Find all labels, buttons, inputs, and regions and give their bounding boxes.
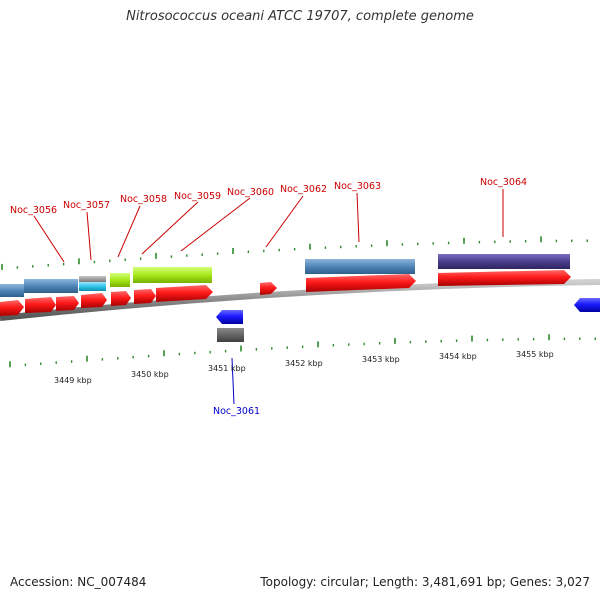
cds-minus-track	[216, 298, 600, 342]
cds-plus-track	[0, 270, 571, 316]
cds-arrow	[0, 300, 24, 316]
cog-bar	[438, 254, 570, 269]
scale-label: 3449 kbp	[54, 376, 92, 385]
scale-label: 3453 kbp	[362, 355, 400, 364]
leader-line	[180, 197, 251, 252]
leader-line	[356, 192, 360, 243]
cog-bar	[79, 282, 106, 291]
cog-bar	[133, 267, 212, 283]
cog-bar	[305, 259, 415, 274]
cds-arrow	[438, 270, 571, 286]
cog-bar-minus	[217, 328, 244, 342]
gene-label-noc3058[interactable]: Noc_3058	[120, 194, 167, 205]
cog-bar	[0, 284, 24, 297]
cog-track	[0, 254, 570, 297]
outer-tick-ring	[1, 236, 588, 270]
leader-line	[117, 205, 141, 258]
gene-label-noc3063[interactable]: Noc_3063	[334, 181, 381, 192]
label-leaders	[33, 189, 504, 405]
scale-label: 3450 kbp	[131, 370, 169, 379]
leader-line	[265, 195, 304, 248]
cds-arrow	[25, 297, 56, 313]
leader-line	[231, 357, 235, 405]
cds-arrow	[260, 282, 277, 295]
genome-stats-text: Topology: circular; Length: 3,481,691 bp…	[260, 575, 590, 589]
scale-label: 3455 kbp	[516, 350, 554, 359]
gene-label-noc3064[interactable]: Noc_3064	[480, 177, 527, 188]
accession-text: Accession: NC_007484	[10, 575, 147, 589]
scale-labels: 3449 kbp 3450 kbp 3451 kbp 3452 kbp 3453…	[54, 350, 554, 385]
cds-arrow-minus	[216, 310, 243, 324]
gene-labels: Noc_3056 Noc_3057 Noc_3058 Noc_3059 Noc_…	[10, 177, 527, 417]
gene-label-noc3062[interactable]: Noc_3062	[280, 184, 327, 195]
scale-label: 3451 kbp	[208, 364, 246, 373]
map-title: Nitrosococcus oceani ATCC 19707, complet…	[126, 9, 474, 24]
cds-arrow-minus	[574, 298, 600, 312]
leader-line	[33, 215, 65, 263]
inner-tick-ring	[9, 334, 596, 368]
gene-label-noc3056[interactable]: Noc_3056	[10, 205, 57, 216]
cog-bar	[24, 279, 78, 293]
cds-arrow	[111, 291, 131, 306]
cog-bar	[110, 273, 130, 287]
cds-arrow	[134, 289, 156, 304]
scale-label: 3454 kbp	[439, 352, 477, 361]
gene-label-noc3057[interactable]: Noc_3057	[63, 200, 110, 211]
cds-arrow	[81, 293, 107, 308]
cog-bar	[79, 276, 106, 282]
gene-label-noc3059[interactable]: Noc_3059	[174, 191, 221, 202]
leader-line	[86, 211, 92, 261]
gene-label-noc3061[interactable]: Noc_3061	[213, 406, 260, 417]
leader-line	[141, 201, 199, 255]
gene-label-noc3060[interactable]: Noc_3060	[227, 187, 274, 198]
scale-label: 3452 kbp	[285, 359, 323, 368]
cds-arrow	[156, 285, 213, 302]
cds-arrow	[306, 274, 416, 292]
cds-arrow	[56, 296, 79, 311]
